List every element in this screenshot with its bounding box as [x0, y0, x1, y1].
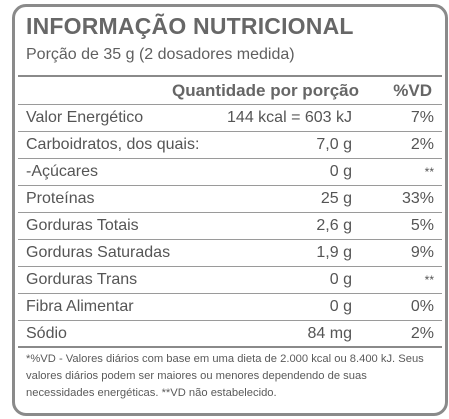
nutrient-name: -Açúcares	[26, 163, 99, 180]
nutrient-row: Fibra Alimentar 0 g 0%	[18, 294, 442, 320]
nutrient-amount: 144 kcal = 603 kJ	[227, 109, 352, 126]
nutrient-amount: 0 g	[329, 298, 352, 315]
nutrient-row: Sódio 84 mg 2%	[18, 321, 442, 347]
nutrient-name: Carboidratos, dos quais:	[26, 136, 200, 153]
divider	[18, 131, 442, 132]
nutrient-name: Valor Energético	[26, 109, 144, 126]
divider	[18, 266, 442, 267]
nutrient-vd: **	[424, 165, 434, 179]
nutrient-amount: 2,6 g	[316, 217, 352, 234]
header-quantity: Quantidade por porção	[171, 81, 359, 100]
nutrient-row: Gorduras Saturadas 1,9 g 9%	[18, 240, 442, 266]
nutrient-row: -Açúcares 0 g **	[18, 159, 442, 185]
nutrient-amount: 7,0 g	[316, 136, 352, 153]
divider	[18, 212, 442, 213]
nutrient-vd: 2%	[410, 136, 434, 153]
nutrient-vd: 7%	[410, 109, 434, 126]
nutrient-amount: 25 g	[320, 190, 352, 207]
divider	[18, 346, 442, 348]
nutrient-vd: 9%	[410, 244, 434, 261]
nutrient-row: Valor Energético 144 kcal = 603 kJ 7%	[18, 105, 442, 131]
portion-size: Porção de 35 g (2 dosadores medida)	[26, 46, 295, 63]
divider	[18, 293, 442, 294]
divider	[18, 185, 442, 186]
nutrient-row: Carboidratos, dos quais: 7,0 g 2%	[18, 132, 442, 158]
nutrient-vd: 33%	[401, 190, 434, 207]
nutrient-vd: 2%	[410, 325, 434, 342]
nutrient-vd: 0%	[410, 298, 434, 315]
nutrient-amount: 1,9 g	[316, 244, 352, 261]
nutrient-name: Gorduras Totais	[26, 217, 139, 234]
divider	[18, 320, 442, 321]
nutrient-row: Proteínas 25 g 33%	[18, 186, 442, 212]
nutrient-name: Proteínas	[26, 190, 95, 207]
nutrient-name: Gorduras Saturadas	[26, 244, 171, 261]
nutrient-row: Gorduras Totais 2,6 g 5%	[18, 213, 442, 239]
nutrient-vd: **	[424, 273, 434, 287]
nutrition-label-panel	[12, 4, 448, 416]
nutrient-amount: 0 g	[329, 271, 352, 288]
divider	[18, 75, 442, 77]
nutrient-row: Gorduras Trans 0 g **	[18, 267, 442, 293]
nutrient-name: Gorduras Trans	[26, 271, 138, 288]
footnote: *%VD - Valores diários com base em uma d…	[26, 353, 424, 399]
nutrient-name: Sódio	[26, 325, 67, 342]
nutrient-amount: 84 mg	[307, 325, 352, 342]
divider	[18, 104, 442, 105]
divider	[18, 239, 442, 240]
nutrient-name: Fibra Alimentar	[26, 298, 134, 315]
header-vd: %VD	[393, 81, 432, 100]
nutrient-amount: 0 g	[329, 163, 352, 180]
nutrient-vd: 5%	[410, 217, 434, 234]
divider	[18, 158, 442, 159]
label-title: INFORMAÇÃO NUTRICIONAL	[26, 13, 354, 39]
